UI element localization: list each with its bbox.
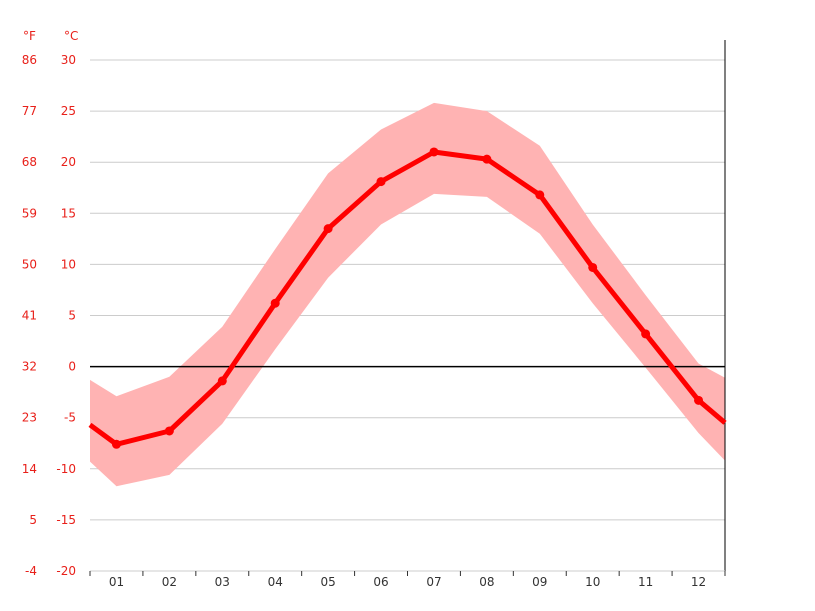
- y-tick-celsius: 25: [61, 104, 76, 118]
- y-tick-celsius: 15: [61, 206, 76, 220]
- data-point: [588, 262, 598, 272]
- y-tick-fahrenheit: 77: [22, 104, 37, 118]
- data-point: [641, 329, 651, 339]
- temperature-range-band: [90, 102, 725, 487]
- y-tick-celsius: 5: [68, 309, 76, 323]
- y-tick-fahrenheit: 50: [22, 257, 37, 271]
- data-point: [270, 298, 280, 308]
- data-point: [323, 224, 333, 234]
- y-tick-fahrenheit: 5: [29, 513, 37, 527]
- data-point: [111, 439, 121, 449]
- x-tick-label: 03: [215, 575, 230, 589]
- x-tick-label: 06: [373, 575, 388, 589]
- y-tick-celsius: 20: [61, 155, 76, 169]
- y-tick-celsius: -20: [56, 564, 76, 578]
- y-tick-fahrenheit: 59: [22, 206, 37, 220]
- data-point: [376, 177, 386, 187]
- x-axis-labels: 01 02 03 04 05 06 07 08 09 10 11 12: [109, 575, 706, 589]
- y-tick-fahrenheit: -4: [25, 564, 37, 578]
- data-point: [694, 395, 704, 405]
- data-point: [482, 154, 492, 164]
- y-tick-fahrenheit: 68: [22, 155, 37, 169]
- y-axis-labels: 86 30 77 25 68 20 59 15 50 10 41 5 32 0 23 -5 14 -10 5 -15 -…: [22, 53, 76, 578]
- x-tick-label: 05: [320, 575, 335, 589]
- x-tick-label: 09: [532, 575, 547, 589]
- x-tick-label: 08: [479, 575, 494, 589]
- y-tick-fahrenheit: 86: [22, 53, 37, 67]
- y-tick-fahrenheit: 14: [22, 462, 37, 476]
- x-tick-label: 04: [268, 575, 283, 589]
- x-tick-label: 10: [585, 575, 600, 589]
- fahrenheit-unit-label: °F: [23, 29, 36, 43]
- mean-temperature-line: [88, 149, 727, 447]
- y-tick-celsius: 10: [61, 257, 76, 271]
- y-tick-fahrenheit: 32: [22, 360, 37, 374]
- y-tick-celsius: -15: [56, 513, 76, 527]
- data-point: [164, 426, 174, 436]
- y-tick-celsius: 0: [68, 360, 76, 374]
- x-tick-label: 01: [109, 575, 124, 589]
- x-tick-label: 12: [691, 575, 706, 589]
- y-tick-fahrenheit: 41: [22, 309, 37, 323]
- celsius-unit-label: °C: [64, 29, 78, 43]
- x-tick-label: 11: [638, 575, 653, 589]
- y-tick-celsius: -5: [64, 411, 76, 425]
- data-point: [535, 190, 545, 200]
- x-tick-label: 07: [426, 575, 441, 589]
- y-tick-celsius: 30: [61, 53, 76, 67]
- y-tick-fahrenheit: 23: [22, 411, 37, 425]
- y-tick-celsius: -10: [56, 462, 76, 476]
- data-point: [217, 376, 227, 386]
- x-axis-ticks: [89, 571, 726, 576]
- x-tick-label: 02: [162, 575, 177, 589]
- data-points: [111, 147, 704, 449]
- data-point: [429, 147, 439, 157]
